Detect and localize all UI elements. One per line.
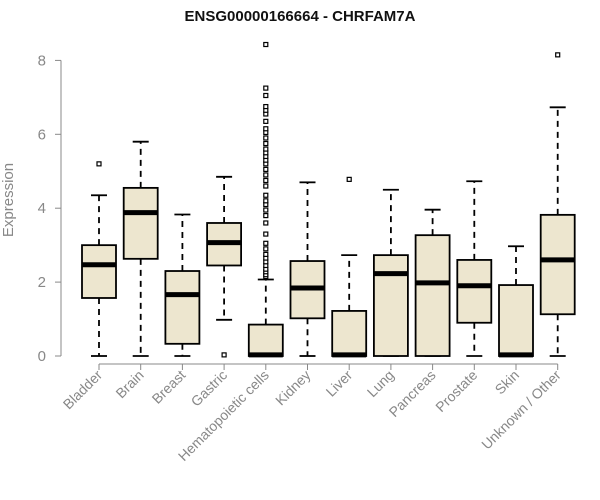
x-tick-label: Kidney: [272, 367, 314, 409]
boxes-layer: [81, 41, 576, 358]
x-tick-label: Prostate: [432, 367, 480, 415]
box-bladder: [81, 161, 117, 357]
iqr-box: [331, 310, 368, 357]
outlier-point: [263, 166, 269, 173]
iqr-box: [498, 284, 534, 357]
outlier-point: [221, 352, 227, 358]
outlier-point: [263, 246, 269, 252]
outlier-point: [263, 135, 269, 141]
outlier-point: [263, 85, 269, 91]
outlier-point: [263, 126, 269, 132]
outlier-point: [555, 52, 561, 58]
iqr-box: [372, 254, 409, 357]
y-tick-label: 0: [38, 348, 46, 365]
box-breast: [164, 213, 201, 357]
iqr-box: [164, 270, 201, 345]
outlier-point: [263, 240, 269, 246]
outlier-point: [263, 212, 269, 219]
outlier-point: [263, 41, 269, 48]
outlier-point: [263, 183, 269, 189]
outlier-point: [263, 231, 269, 237]
outlier-point: [263, 177, 269, 184]
outlier-point: [263, 172, 269, 178]
outlier-point: [263, 207, 269, 213]
y-tick-label: 6: [38, 126, 46, 143]
box-lung: [372, 188, 409, 357]
box-unknown-other: [539, 52, 576, 357]
x-tick-label: Unknown / Other: [478, 367, 564, 453]
y-axis-label: Expression: [0, 163, 17, 237]
box-liver: [331, 176, 368, 358]
box-brain: [122, 140, 159, 357]
outlier-point: [263, 198, 269, 204]
outlier-point: [346, 176, 352, 182]
outlier-point: [263, 118, 269, 124]
x-tick-label: Lung: [364, 367, 397, 400]
outlier-point: [263, 103, 269, 110]
y-axis: 0 2 4 6 8: [38, 52, 62, 365]
x-tick-label: Skin: [492, 367, 523, 398]
x-tick-label: Bladder: [60, 367, 106, 413]
y-tick-label: 4: [38, 200, 46, 217]
box-prostate: [456, 180, 493, 357]
outlier-point: [263, 146, 269, 152]
outlier-point: [263, 220, 269, 226]
y-tick-label: 8: [38, 52, 46, 69]
box-gastric: [206, 175, 243, 358]
box-skin: [498, 245, 534, 358]
outlier-point: [263, 140, 269, 147]
iqr-box: [414, 234, 451, 357]
x-tick-label: Brain: [112, 367, 146, 401]
iqr-box: [81, 244, 117, 299]
box-kidney: [289, 181, 326, 357]
outlier-point: [263, 192, 269, 198]
outlier-point: [263, 251, 269, 257]
x-tick-label: Breast: [149, 367, 189, 407]
box-pancreas: [414, 208, 451, 357]
chart-title: ENSG00000166664 - CHRFAM7A: [184, 8, 416, 25]
iqr-box: [539, 213, 576, 316]
iqr-box: [122, 186, 159, 260]
iqr-box: [456, 259, 493, 324]
iqr-box: [247, 323, 284, 357]
outlier-point: [96, 161, 102, 167]
x-tick-label: Liver: [323, 367, 356, 400]
y-tick-label: 2: [38, 274, 46, 291]
outlier-point: [263, 92, 269, 99]
box-hematopoietic-cells: [247, 41, 284, 358]
